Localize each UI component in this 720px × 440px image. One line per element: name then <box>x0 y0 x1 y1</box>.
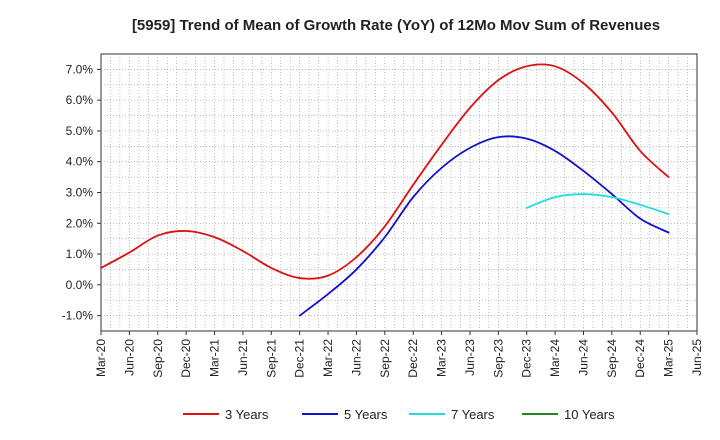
x-tick-label: Jun-21 <box>236 339 250 376</box>
x-tick-label: Mar-23 <box>435 339 449 377</box>
chart-title: [5959] Trend of Mean of Growth Rate (YoY… <box>132 17 660 34</box>
y-tick-label: -1.0% <box>62 309 94 323</box>
grid <box>100 53 698 332</box>
x-tick-label: Sep-22 <box>378 339 392 378</box>
x-tick-label: Mar-25 <box>662 339 676 377</box>
y-tick-label: 7.0% <box>66 62 94 76</box>
x-tick-label: Dec-22 <box>406 339 420 378</box>
legend-label-7-years: 7 Years <box>451 407 495 422</box>
series-line-7-years <box>525 193 670 215</box>
x-tick-label: Jun-24 <box>576 339 590 376</box>
x-tick-label: Dec-21 <box>293 339 307 378</box>
legend: 3 Years 5 Years 7 Years 10 Years <box>183 407 615 422</box>
y-tick-label: 1.0% <box>66 247 94 261</box>
x-tick-label: Mar-21 <box>208 339 222 377</box>
x-tick-label: Dec-24 <box>633 339 647 378</box>
x-tick-label: Sep-20 <box>151 339 165 378</box>
x-tick-label: Jun-20 <box>122 339 136 376</box>
legend-label-5-years: 5 Years <box>344 407 388 422</box>
x-tick-label: Mar-22 <box>321 339 335 377</box>
x-tick-label: Jun-23 <box>463 339 477 376</box>
y-tick-label: 2.0% <box>66 216 94 230</box>
x-tick-label: Jun-22 <box>349 339 363 376</box>
y-tick-label: 0.0% <box>66 278 94 292</box>
x-tick-label: Mar-20 <box>94 339 108 377</box>
x-tick-label: Mar-24 <box>548 339 562 377</box>
series-line-5-years <box>298 135 670 317</box>
y-tick-label: 6.0% <box>66 93 94 107</box>
x-tick-label: Dec-20 <box>179 339 193 378</box>
axes: -1.0% 0.0% 1.0% 2.0% 3.0% 4.0% 5.0% 6.0% 7.0% Mar… <box>62 62 704 377</box>
series-line-3-years <box>100 63 670 280</box>
y-tick-label: 3.0% <box>66 186 94 200</box>
x-tick-label: Jun-25 <box>690 339 704 376</box>
x-tick-label: Sep-23 <box>491 339 505 378</box>
y-tick-label: 5.0% <box>66 124 94 138</box>
legend-label-10-years: 10 Years <box>564 407 615 422</box>
series-lines <box>100 63 670 317</box>
x-tick-label: Sep-24 <box>605 339 619 378</box>
y-tick-label: 4.0% <box>66 155 94 169</box>
legend-label-3-years: 3 Years <box>225 407 269 422</box>
x-tick-label: Dec-23 <box>520 339 534 378</box>
x-tick-label: Sep-21 <box>264 339 278 378</box>
